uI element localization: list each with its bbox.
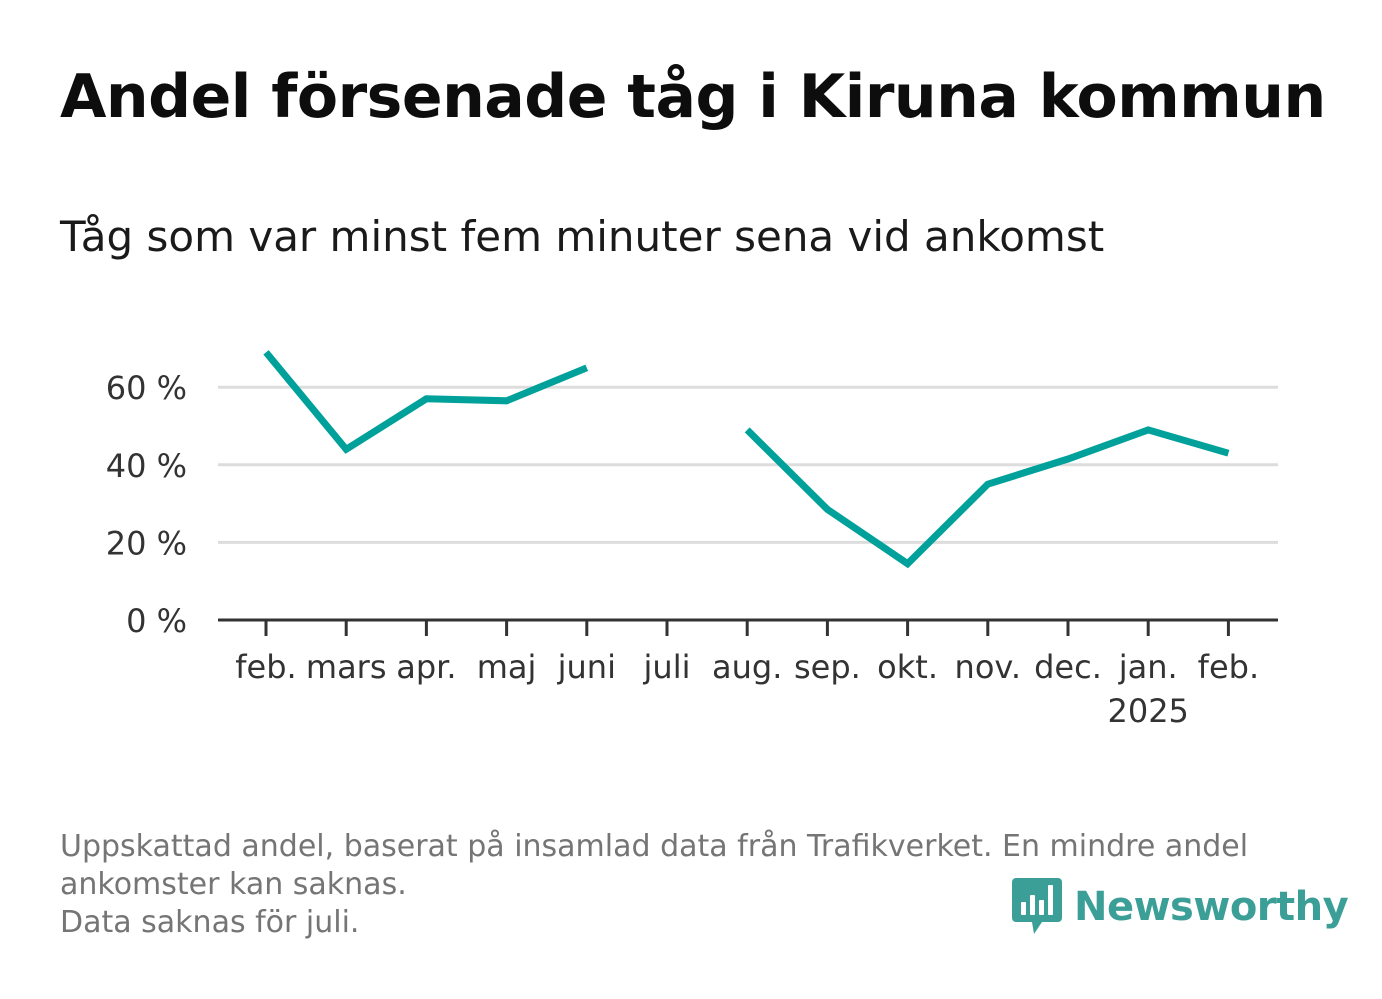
x-tick-label: feb. (235, 648, 296, 686)
x-tick-label: sep. (794, 648, 861, 686)
x-tick-label: maj (477, 648, 537, 686)
y-tick-label: 60 % (106, 369, 187, 407)
newsworthy-logo: Newsworthy (1012, 878, 1349, 936)
chart-title: Andel försenade tåg i Kiruna kommun (60, 62, 1326, 132)
x-tick-label: juli (643, 648, 691, 686)
x-tick-label: jan. (1118, 648, 1178, 686)
y-tick-label: 20 % (106, 524, 187, 562)
x-tick-label: aug. (712, 648, 782, 686)
brand-name: Newsworthy (1074, 884, 1349, 930)
footnote-line-2: ankomster kan saknas. (60, 867, 407, 902)
x-tick-label: okt. (877, 648, 938, 686)
series-line (263, 350, 589, 454)
y-tick-label: 0 % (126, 602, 187, 640)
x-tick-label: juni (557, 648, 616, 686)
bar-chart-bubble-icon (1012, 878, 1062, 934)
x-tick-label: dec. (1034, 648, 1102, 686)
x-tick-label: feb. (1198, 648, 1259, 686)
footnote: Uppskattad andel, baserat på insamlad da… (60, 828, 1320, 942)
x-tick-label: mars (306, 648, 387, 686)
footnote-line-3: Data saknas för juli. (60, 905, 360, 940)
y-tick-label: 40 % (106, 447, 187, 485)
x-year-label: 2025 (1107, 692, 1188, 730)
chart-subtitle: Tåg som var minst fem minuter sena vid a… (60, 212, 1105, 261)
footnote-line-1: Uppskattad andel, baserat på insamlad da… (60, 829, 1249, 864)
series-line (744, 426, 1230, 569)
x-tick-label: nov. (955, 648, 1021, 686)
x-tick-label: apr. (396, 648, 456, 686)
